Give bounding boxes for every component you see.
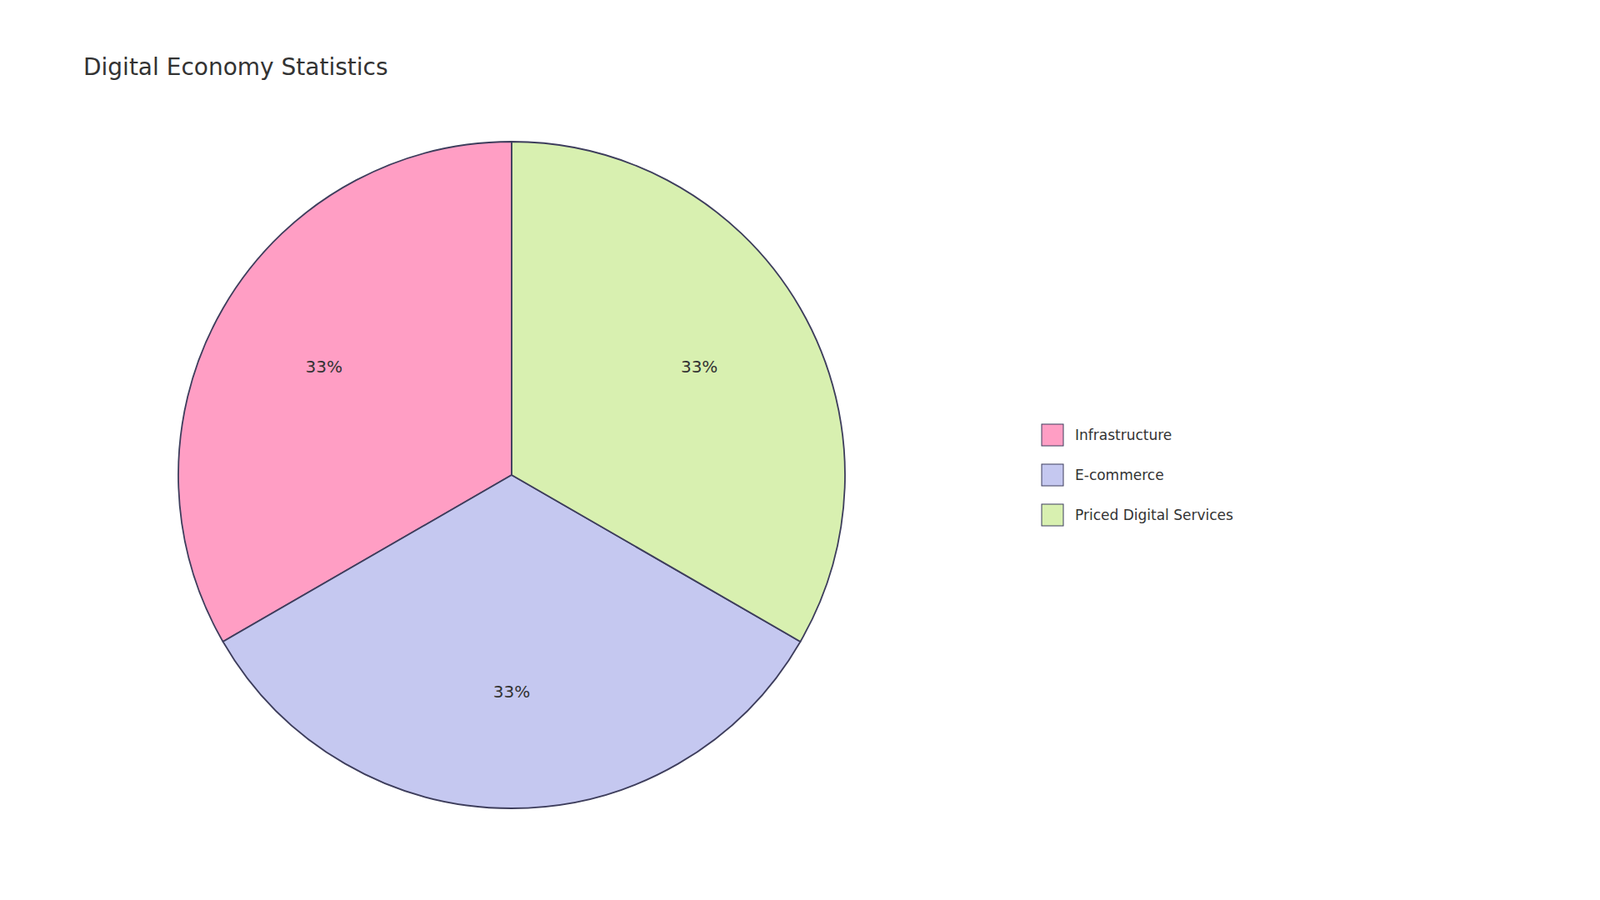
chart-root: Digital Economy Statistics 33% 33% 33% Infra…: [0, 0, 1600, 900]
data-label: 33%: [493, 681, 530, 702]
data-label: 33%: [680, 356, 718, 377]
legend-label: Priced Digital Services: [1075, 506, 1234, 524]
data-labels: 33% 33% 33%: [305, 356, 719, 702]
legend-label: E-commerce: [1075, 466, 1165, 484]
data-label: 33%: [305, 356, 343, 377]
legend-label: Infrastructure: [1075, 426, 1172, 444]
legend-swatch: [1041, 464, 1064, 486]
pie-slice: [511, 141, 845, 642]
chart-svg: Digital Economy Statistics 33% 33% 33% Infra…: [0, 0, 1600, 900]
chart-title: Digital Economy Statistics: [83, 53, 389, 81]
legend-swatch: [1041, 504, 1064, 526]
legend-swatch: [1041, 424, 1064, 446]
slices: [178, 141, 845, 809]
background: [0, 0, 1600, 900]
legend: Infrastructure E-commerce Priced Digital S…: [1041, 424, 1234, 526]
